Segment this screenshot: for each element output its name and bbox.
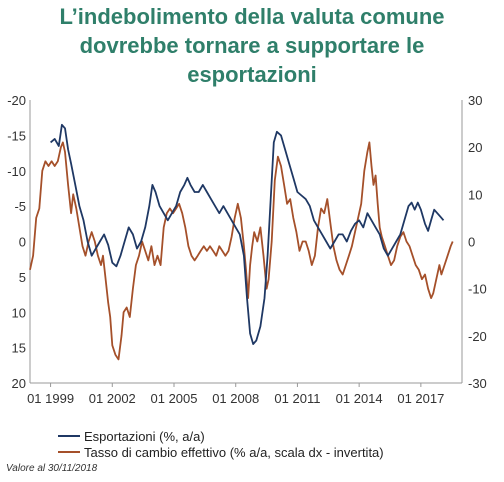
x-tick-label: 01 2002 [89,391,136,406]
chart-title: L’indebolimento della valuta comune dovr… [0,2,504,89]
axes [29,100,463,387]
title-line-1: L’indebolimento della valuta comune [59,4,445,29]
y-left-tick-label: 20 [12,376,26,391]
x-tick-label: 01 2008 [212,391,259,406]
x-tick-label: 01 1999 [27,391,74,406]
x-tick-label: 01 2014 [336,391,383,406]
legend-swatch-esportazioni [58,435,80,437]
y-right-tick-label: 30 [468,93,482,108]
data-note: Valore al 30/11/2018 [6,463,98,474]
tick-labels: -20 -15 -10 -5 0 5 10 15 20 30 20 10 0 -10 -20 -30 01 19… [7,93,487,406]
title-line-2: dovrebbe tornare a supportare le [79,33,425,58]
series-line-tasso-cambio [29,141,454,361]
legend-item-tasso-cambio: Tasso di cambio effettivo (% a/a, scala … [58,444,384,460]
y-left-tick-label: 0 [19,235,26,250]
legend-swatch-tasso-cambio [58,451,80,453]
y-left-tick-label: 5 [19,270,26,285]
x-tick-label: 01 2011 [274,391,320,406]
legend-label-tasso-cambio: Tasso di cambio effettivo (% a/a, scala … [84,444,384,460]
y-left-tick-label: -10 [7,164,26,179]
y-right-tick-label: 20 [468,140,482,155]
y-left-tick-label: 15 [12,341,26,356]
y-right-tick-label: 0 [468,235,475,250]
x-tick-label: 01 2017 [397,391,444,406]
y-right-tick-label: -10 [468,282,487,297]
y-left-tick-label: -5 [14,199,26,214]
legend-item-esportazioni: Esportazioni (%, a/a) [58,428,384,444]
legend-label-esportazioni: Esportazioni (%, a/a) [84,428,205,444]
series-lines [29,123,454,361]
y-left-tick-label: -20 [7,93,26,108]
y-right-tick-label: -30 [468,376,487,391]
legend: Esportazioni (%, a/a) Tasso di cambio ef… [58,428,384,460]
title-line-3: esportazioni [187,62,317,87]
series-line-esportazioni [50,123,445,345]
y-right-tick-label: 10 [468,187,482,202]
y-right-tick-label: -20 [468,329,487,344]
y-left-tick-label: 10 [12,305,26,320]
x-tick-label: 01 2005 [151,391,198,406]
y-left-tick-label: -15 [7,128,26,143]
